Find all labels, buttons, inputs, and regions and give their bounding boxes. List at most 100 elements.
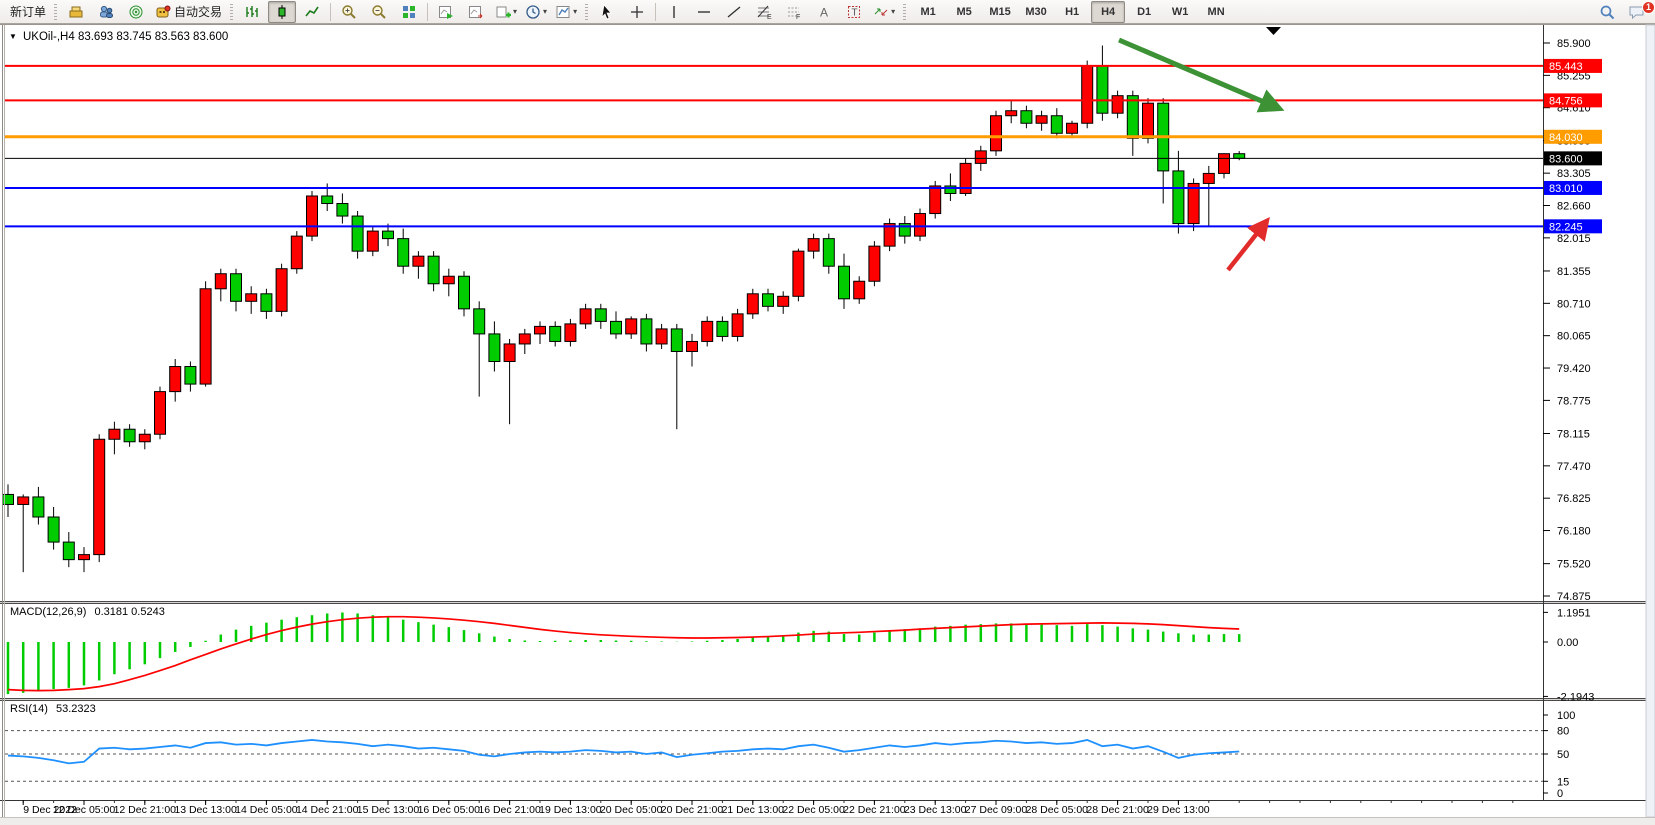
template-button[interactable]: ▾ [552,1,580,23]
zoom-in-icon [341,4,357,20]
green-down-arrow[interactable] [1118,37,1285,113]
candle [1020,105,1033,129]
candle [564,318,577,347]
text-a-icon: A [816,4,832,20]
svg-text:83.010: 83.010 [1549,183,1583,195]
timeframe-button-MN[interactable]: MN [1207,5,1225,18]
candle [123,424,136,447]
price-tick-label: 85.900 [1557,38,1591,50]
notification-badge: 1 [1641,0,1655,14]
add-indicator-icon [495,4,512,20]
candlestick-chart-button[interactable] [268,0,297,23]
new-order-button[interactable]: 新订单 [4,1,49,23]
timeframe-button-M5[interactable]: M5 [956,5,972,18]
chevron-down-icon: ▾ [513,7,518,16]
horizontal-line-button[interactable] [690,1,718,23]
candle [549,321,562,347]
clock-icon [525,4,541,20]
chart-plot-area[interactable] [5,25,1543,800]
chart-shift-icon [468,4,484,20]
candle [488,321,501,372]
timeframe-button-M15[interactable]: M15 [989,5,1011,18]
trendline-button[interactable] [720,1,748,23]
candle [1202,165,1215,227]
channel-button[interactable]: F [780,1,808,23]
gold-stack-icon [68,4,84,20]
svg-text:RSI(14) 53.2323: RSI(14) 53.2323 [10,703,96,715]
data-window-button[interactable] [92,1,120,23]
rsi-pane-label: RSI(14) 53.2323 [10,703,96,715]
candle [427,251,440,292]
candle [990,110,1002,156]
vline-icon [666,4,682,20]
symbol-info-line: ▼ UKOil-,H4 83.693 83.745 83.563 83.600 [9,31,228,43]
candle [17,494,30,573]
shapes-button[interactable]: ▾ [870,1,898,23]
navigator-button[interactable] [122,1,150,23]
chart-shift-marker-icon[interactable] [1266,27,1281,35]
trendline-icon [726,4,742,20]
timeframe-button-H1[interactable]: H1 [1065,5,1080,18]
price-axis[interactable]: 85.90085.25584.61083.95583.30582.66082.0… [1543,38,1602,800]
channel-icon: F [786,4,802,20]
timeframe-button-W1[interactable]: W1 [1171,5,1189,18]
time-tick-label: 23 Dec 13:00 [904,804,967,816]
label-button[interactable]: T [840,1,868,23]
candle [534,321,546,344]
zoom-out-button[interactable] [365,1,393,23]
timeframe-button-D1[interactable]: D1 [1137,5,1152,18]
fibonacci-button[interactable]: E [750,1,778,23]
candle [442,268,455,297]
vertical-line-button[interactable] [660,1,688,23]
chart-shift-button[interactable] [462,1,490,23]
bar-chart-button[interactable] [238,1,266,23]
timeframe-button-M1[interactable]: M1 [920,5,936,18]
svg-text:T: T [852,7,858,18]
candle [1126,90,1139,156]
add-indicator-button[interactable]: ▾ [492,1,520,23]
candle [275,263,288,317]
timeframe-button-H4[interactable]: H4 [1091,0,1126,23]
candle [1187,178,1200,232]
cursor-icon [599,3,615,20]
rsi-axis-label: 80 [1557,726,1569,738]
notifications-button[interactable]: 1 [1623,0,1655,23]
period-button[interactable]: ▾ [522,1,550,23]
price-tick-label: 76.825 [1557,493,1591,505]
symbol-search-button[interactable] [1593,1,1621,23]
text-button[interactable]: A [810,1,838,23]
crosshair-button[interactable] [623,1,651,23]
timeframe-button-M30[interactable]: M30 [1025,5,1047,18]
toolbar-grip [230,3,234,20]
candle [670,323,683,430]
red-up-arrow[interactable] [1226,217,1270,272]
line-chart-button[interactable] [298,1,326,23]
toolbar-separator [427,2,429,21]
price-badge-84.756: 84.756 [1544,93,1602,108]
auto-scroll-button[interactable] [432,1,460,23]
zoom-in-button[interactable] [335,1,363,23]
auto-scroll-icon [438,4,454,20]
auto-trading-button[interactable]: 自动交易 [152,1,225,23]
svg-text:MACD(12,26,9) 0.3181 0: MACD(12,26,9) 0.3181 0.5243 [10,606,165,618]
svg-text:82.245: 82.245 [1549,221,1583,233]
vertical-scrollbar[interactable] [1645,24,1655,818]
price-badge-85.443: 85.443 [1544,58,1602,73]
candle [853,276,866,304]
candle [898,216,911,244]
time-tick-label: 20 Dec 21:00 [661,804,724,816]
candle [762,288,774,312]
candle [959,158,972,196]
toolbar-grip [585,3,589,20]
symbol-collapse-icon[interactable]: ▼ [9,32,17,41]
svg-text:85.443: 85.443 [1549,61,1583,73]
market-watch-button[interactable] [62,1,90,23]
candle [1081,60,1094,129]
price-tick-label: 81.355 [1557,266,1591,278]
cursor-button[interactable] [593,1,621,23]
tile-windows-button[interactable] [395,1,423,23]
rsi-axis-label: 50 [1557,749,1569,761]
